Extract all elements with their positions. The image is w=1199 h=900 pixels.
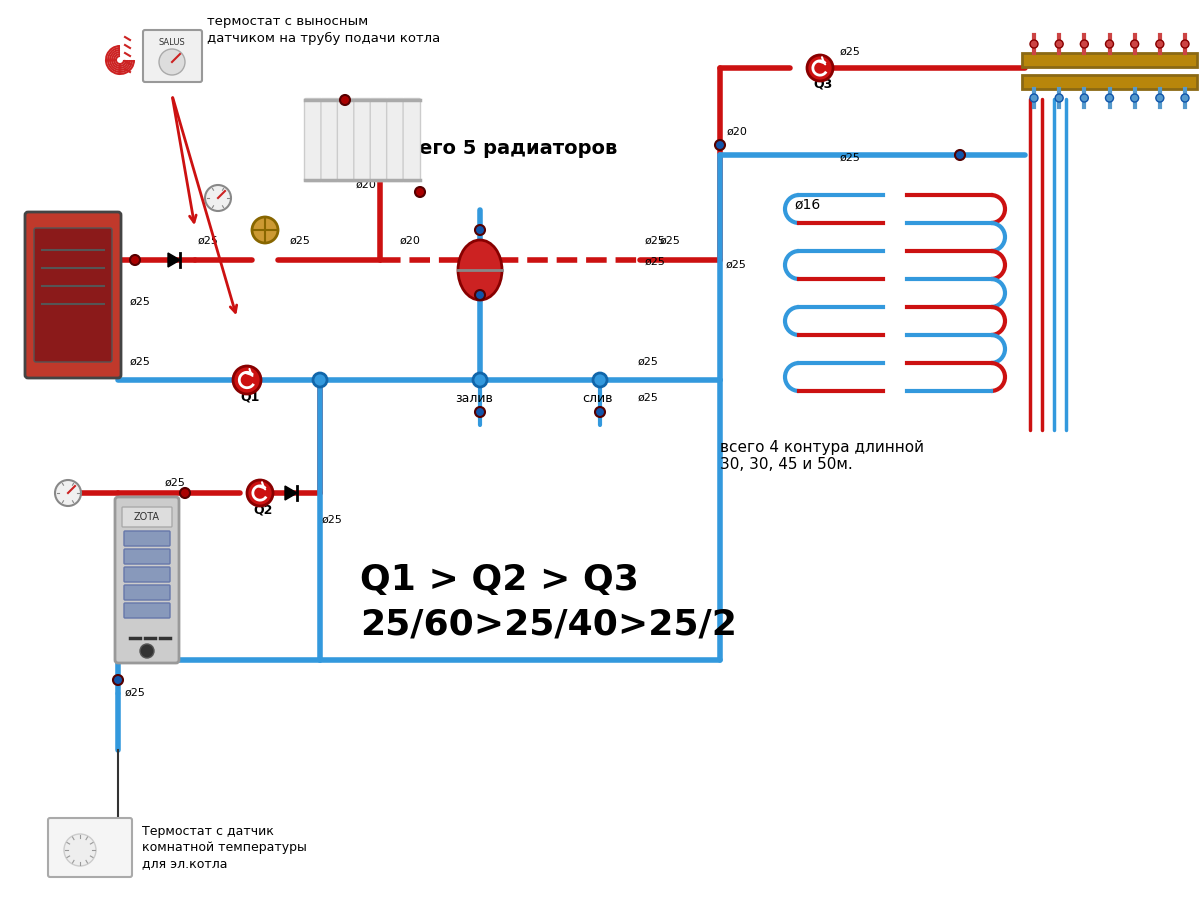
Text: ø25: ø25 — [165, 478, 186, 488]
FancyBboxPatch shape — [25, 212, 121, 378]
FancyBboxPatch shape — [337, 98, 355, 182]
FancyBboxPatch shape — [321, 98, 338, 182]
Text: ø32: ø32 — [76, 297, 97, 307]
Text: всего 5 радиаторов: всего 5 радиаторов — [394, 139, 617, 158]
FancyBboxPatch shape — [403, 98, 421, 182]
Circle shape — [1030, 94, 1038, 102]
FancyBboxPatch shape — [115, 497, 179, 663]
Circle shape — [1105, 40, 1114, 48]
Text: ø20: ø20 — [400, 236, 421, 246]
Circle shape — [180, 488, 189, 498]
Text: Q2: Q2 — [253, 503, 272, 517]
FancyBboxPatch shape — [122, 507, 171, 527]
Text: ø25: ø25 — [727, 260, 747, 270]
Text: ø25: ø25 — [659, 236, 681, 246]
Circle shape — [594, 373, 607, 387]
Bar — [1022, 75, 1197, 89]
Circle shape — [1181, 94, 1189, 102]
Text: ø25: ø25 — [129, 297, 151, 307]
Text: всего 4 контура длинной
30, 30, 45 и 50м.: всего 4 контура длинной 30, 30, 45 и 50м… — [721, 440, 924, 472]
Circle shape — [1131, 40, 1139, 48]
Text: SALUS: SALUS — [158, 38, 186, 47]
Circle shape — [475, 225, 486, 235]
Text: ø25: ø25 — [290, 236, 311, 246]
Text: ø25: ø25 — [840, 47, 861, 57]
Circle shape — [247, 480, 273, 506]
Circle shape — [475, 290, 486, 300]
Text: ø25: ø25 — [129, 357, 151, 367]
Bar — [1022, 53, 1197, 67]
Circle shape — [64, 834, 96, 866]
Circle shape — [1055, 94, 1064, 102]
Circle shape — [1156, 40, 1164, 48]
Text: Q3: Q3 — [813, 77, 832, 91]
FancyBboxPatch shape — [386, 98, 404, 182]
Text: ø25: ø25 — [125, 688, 146, 698]
Circle shape — [807, 55, 833, 81]
Text: Термостат с датчик: Термостат с датчик — [141, 825, 273, 839]
Text: для эл.котла: для эл.котла — [141, 858, 228, 870]
Circle shape — [129, 255, 140, 265]
Circle shape — [140, 644, 153, 658]
FancyBboxPatch shape — [123, 531, 170, 546]
Circle shape — [159, 49, 185, 75]
Circle shape — [252, 217, 278, 243]
Text: 25/60>25/40>25/2: 25/60>25/40>25/2 — [360, 608, 737, 642]
Circle shape — [595, 407, 605, 417]
Text: ø20: ø20 — [356, 180, 376, 190]
Text: Q1: Q1 — [240, 391, 259, 403]
FancyBboxPatch shape — [123, 549, 170, 564]
Circle shape — [1080, 40, 1089, 48]
Text: ZOTA: ZOTA — [134, 512, 159, 522]
FancyBboxPatch shape — [305, 98, 321, 182]
Circle shape — [1055, 40, 1064, 48]
FancyBboxPatch shape — [354, 98, 372, 182]
Text: залив: залив — [454, 392, 493, 404]
Circle shape — [233, 366, 261, 394]
Circle shape — [954, 150, 965, 160]
FancyBboxPatch shape — [143, 30, 201, 82]
Text: слив: слив — [582, 392, 613, 404]
Text: датчиком на трубу подачи котла: датчиком на трубу подачи котла — [207, 32, 440, 44]
Circle shape — [715, 140, 725, 150]
FancyBboxPatch shape — [34, 228, 112, 362]
Circle shape — [205, 185, 231, 211]
Circle shape — [1030, 40, 1038, 48]
Circle shape — [415, 187, 424, 197]
FancyBboxPatch shape — [123, 603, 170, 618]
Text: Q1 > Q2 > Q3: Q1 > Q2 > Q3 — [360, 563, 639, 597]
Circle shape — [55, 480, 82, 506]
FancyBboxPatch shape — [123, 585, 170, 600]
Text: ø25: ø25 — [638, 357, 659, 367]
Circle shape — [113, 675, 123, 685]
Circle shape — [1156, 94, 1164, 102]
Text: ø25: ø25 — [840, 153, 861, 163]
Text: ø25: ø25 — [323, 515, 343, 525]
Circle shape — [1181, 40, 1189, 48]
Circle shape — [313, 373, 327, 387]
Circle shape — [341, 95, 350, 105]
Polygon shape — [285, 486, 297, 500]
Circle shape — [472, 373, 487, 387]
Text: ø32: ø32 — [76, 357, 97, 367]
Text: 95°С: 95°С — [34, 251, 70, 265]
Text: ø25: ø25 — [645, 257, 665, 267]
Text: ø25: ø25 — [645, 236, 665, 246]
Circle shape — [1080, 94, 1089, 102]
Text: ø25: ø25 — [198, 236, 219, 246]
Text: ø25: ø25 — [638, 393, 659, 403]
Circle shape — [1131, 94, 1139, 102]
Polygon shape — [168, 253, 180, 267]
Circle shape — [475, 407, 486, 417]
Text: ø32: ø32 — [76, 267, 97, 277]
Text: термостат с выносным: термостат с выносным — [207, 15, 368, 29]
FancyBboxPatch shape — [123, 567, 170, 582]
Circle shape — [1105, 94, 1114, 102]
Text: ø20: ø20 — [727, 127, 748, 137]
FancyBboxPatch shape — [48, 818, 132, 877]
FancyBboxPatch shape — [370, 98, 387, 182]
Text: ø16: ø16 — [795, 198, 821, 212]
Text: комнатной температуры: комнатной температуры — [141, 842, 307, 854]
Ellipse shape — [458, 240, 502, 300]
